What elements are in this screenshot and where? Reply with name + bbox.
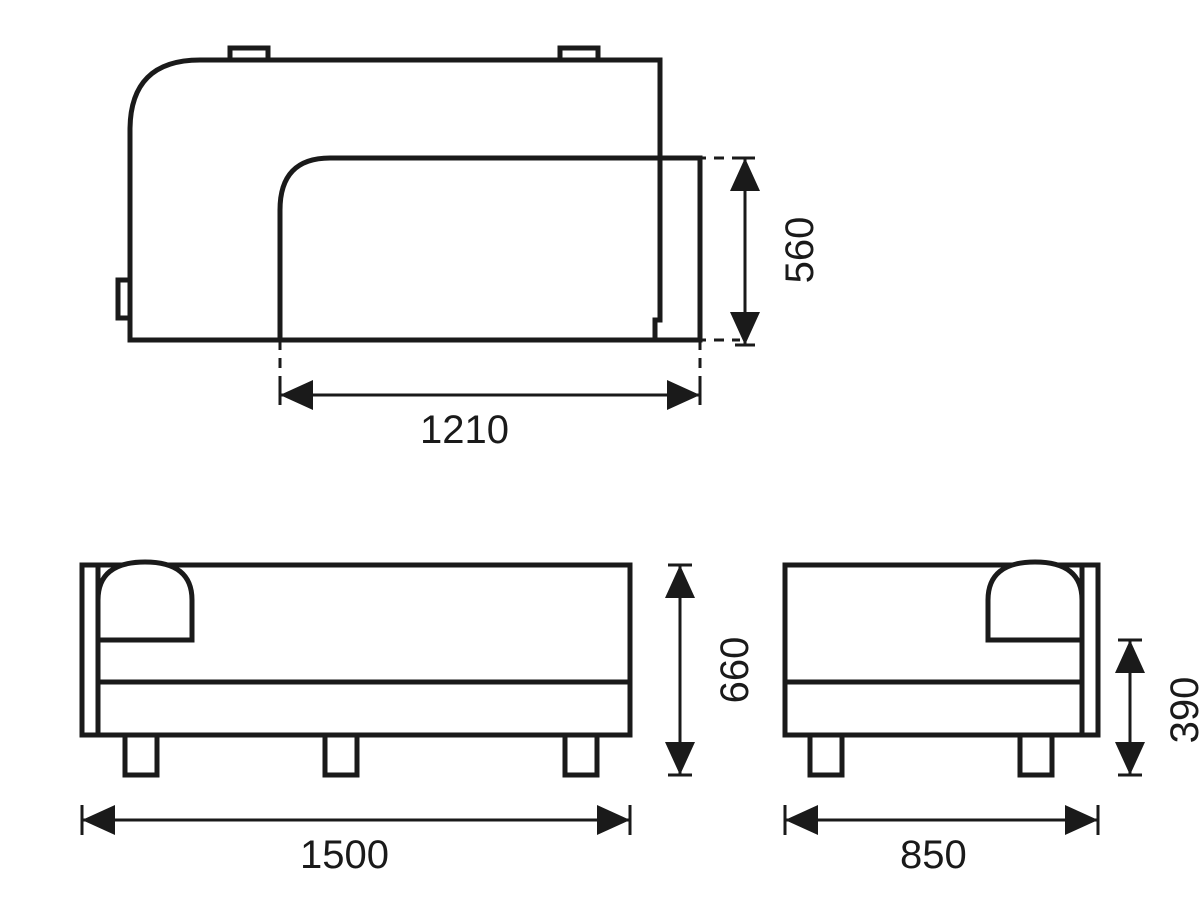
dim-560 bbox=[735, 158, 755, 345]
dim-390 bbox=[1118, 640, 1142, 775]
dim-660 bbox=[668, 565, 692, 775]
label-1210: 1210 bbox=[420, 410, 509, 450]
dim-850 bbox=[785, 805, 1098, 835]
label-390: 390 bbox=[1165, 670, 1200, 750]
label-660: 660 bbox=[715, 630, 755, 710]
dim-1500 bbox=[82, 805, 630, 835]
label-1500: 1500 bbox=[300, 835, 389, 875]
technical-drawing bbox=[0, 0, 1200, 900]
top-dim-extensions bbox=[280, 158, 740, 390]
top-view bbox=[118, 48, 700, 340]
label-560: 560 bbox=[780, 210, 820, 290]
side-view bbox=[785, 562, 1098, 775]
dim-1210 bbox=[280, 385, 700, 405]
front-view bbox=[82, 562, 630, 775]
label-850: 850 bbox=[900, 835, 967, 875]
